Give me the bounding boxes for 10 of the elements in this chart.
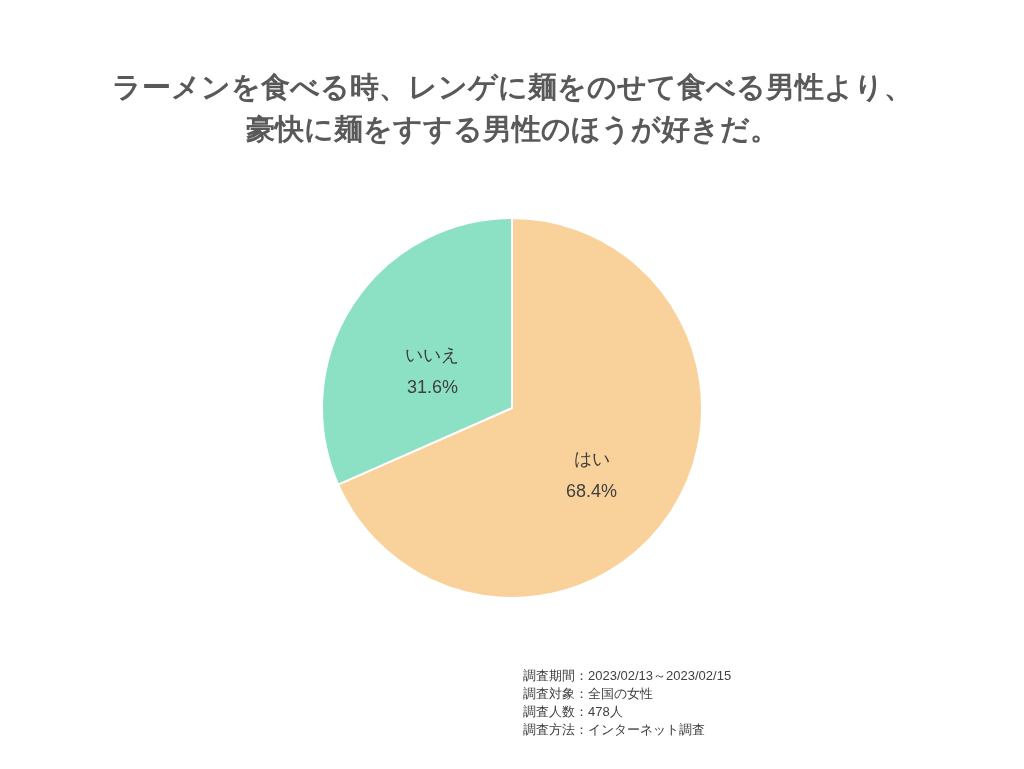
text: ラーメンを食べる時、レンゲに麺をのせて食べる男性より、 [111, 71, 913, 103]
data-label: 68.4% [566, 480, 618, 501]
text: 調査期間：2023/02/13～2023/02/15 [523, 668, 732, 683]
slice-label: いいえ [405, 345, 460, 366]
text: 調査方法：インターネット調査 [523, 722, 705, 737]
text: 豪快に麺をすする男性のほうが好きだ。 [245, 113, 779, 145]
text: 調査対象：全国の女性 [523, 686, 653, 701]
slice-label: はい [573, 448, 610, 469]
data-label: 31.6% [406, 377, 458, 398]
text: 調査人数：478人 [523, 704, 623, 719]
